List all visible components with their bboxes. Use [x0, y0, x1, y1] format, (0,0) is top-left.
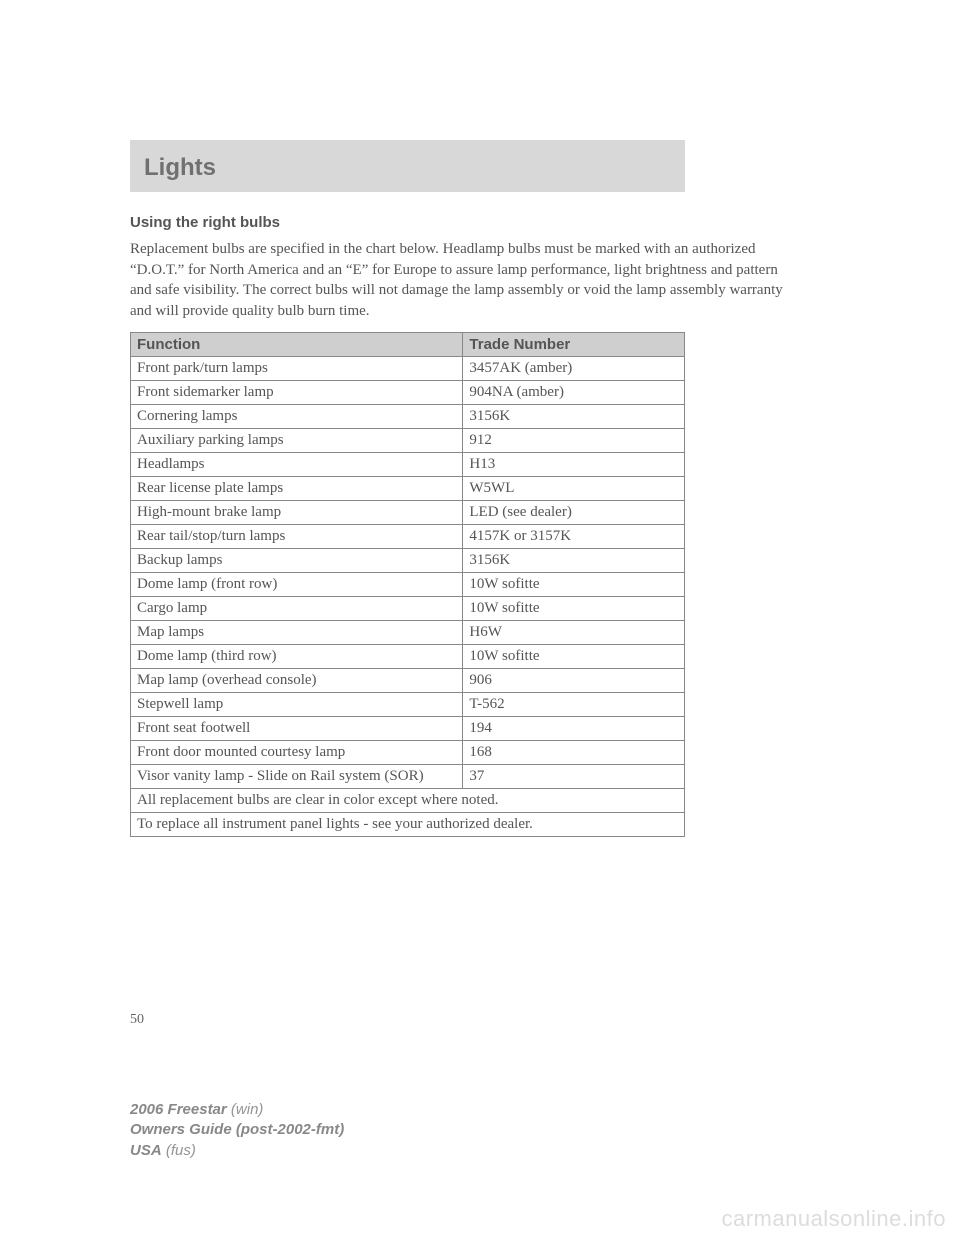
table-header-trade-number: Trade Number — [463, 332, 685, 356]
footer-region: USA — [130, 1142, 162, 1159]
table-row: Cargo lamp10W sofitte — [131, 596, 685, 620]
table-row: Front seat footwell194 — [131, 716, 685, 740]
table-row: Front sidemarker lamp904NA (amber) — [131, 380, 685, 404]
table-row: HeadlampsH13 — [131, 452, 685, 476]
table-header-function: Function — [131, 332, 463, 356]
table-cell-function: Headlamps — [131, 452, 463, 476]
table-row: Front park/turn lamps3457AK (amber) — [131, 356, 685, 380]
table-cell-function: High-mount brake lamp — [131, 500, 463, 524]
document-footer: 2006 Freestar (win) Owners Guide (post-2… — [130, 1100, 344, 1161]
footer-line-3: USA (fus) — [130, 1141, 344, 1161]
table-cell-function: Auxiliary parking lamps — [131, 428, 463, 452]
table-cell-trade-number: LED (see dealer) — [463, 500, 685, 524]
section-title: Lights — [144, 154, 216, 181]
table-row: High-mount brake lampLED (see dealer) — [131, 500, 685, 524]
table-row: Map lampsH6W — [131, 620, 685, 644]
page-content: Lights Using the right bulbs Replacement… — [0, 0, 960, 837]
table-row: Rear tail/stop/turn lamps4157K or 3157K — [131, 524, 685, 548]
table-cell-function: Cornering lamps — [131, 404, 463, 428]
table-cell-trade-number: 10W sofitte — [463, 572, 685, 596]
page-number: 50 — [130, 1012, 144, 1028]
table-cell-function: Rear license plate lamps — [131, 476, 463, 500]
table-cell-trade-number: 906 — [463, 668, 685, 692]
table-cell-function: Map lamp (overhead console) — [131, 668, 463, 692]
table-cell-trade-number: T-562 — [463, 692, 685, 716]
table-row: Dome lamp (third row)10W sofitte — [131, 644, 685, 668]
table-cell-trade-number: H6W — [463, 620, 685, 644]
footer-model-suffix: (win) — [231, 1101, 264, 1118]
table-cell-trade-number: 904NA (amber) — [463, 380, 685, 404]
subsection-heading: Using the right bulbs — [130, 214, 800, 231]
table-cell-trade-number: 3156K — [463, 404, 685, 428]
table-cell-function: Dome lamp (front row) — [131, 572, 463, 596]
table-cell-function: Stepwell lamp — [131, 692, 463, 716]
table-cell-trade-number: 194 — [463, 716, 685, 740]
table-footer-cell: All replacement bulbs are clear in color… — [131, 788, 685, 812]
table-cell-trade-number: 3457AK (amber) — [463, 356, 685, 380]
section-header-tab: Lights — [130, 140, 685, 192]
table-cell-trade-number: 37 — [463, 764, 685, 788]
table-cell-function: Front park/turn lamps — [131, 356, 463, 380]
watermark: carmanualsonline.info — [721, 1206, 946, 1232]
table-cell-function: Rear tail/stop/turn lamps — [131, 524, 463, 548]
table-cell-function: Front door mounted courtesy lamp — [131, 740, 463, 764]
table-cell-trade-number: 10W sofitte — [463, 596, 685, 620]
table-row: Rear license plate lampsW5WL — [131, 476, 685, 500]
intro-paragraph: Replacement bulbs are specified in the c… — [130, 239, 800, 322]
table-header-row: Function Trade Number — [131, 332, 685, 356]
table-cell-trade-number: W5WL — [463, 476, 685, 500]
table-footer-row: All replacement bulbs are clear in color… — [131, 788, 685, 812]
table-row: Backup lamps3156K — [131, 548, 685, 572]
table-row: Auxiliary parking lamps912 — [131, 428, 685, 452]
table-footer-cell: To replace all instrument panel lights -… — [131, 812, 685, 836]
table-row: Front door mounted courtesy lamp168 — [131, 740, 685, 764]
table-row: Dome lamp (front row)10W sofitte — [131, 572, 685, 596]
table-cell-trade-number: 10W sofitte — [463, 644, 685, 668]
footer-line-2: Owners Guide (post-2002-fmt) — [130, 1120, 344, 1140]
table-cell-trade-number: 168 — [463, 740, 685, 764]
table-cell-function: Front sidemarker lamp — [131, 380, 463, 404]
table-cell-trade-number: 912 — [463, 428, 685, 452]
bulb-table: Function Trade Number Front park/turn la… — [130, 332, 685, 837]
footer-line-1: 2006 Freestar (win) — [130, 1100, 344, 1120]
table-cell-function: Front seat footwell — [131, 716, 463, 740]
table-cell-function: Dome lamp (third row) — [131, 644, 463, 668]
table-row: Map lamp (overhead console)906 — [131, 668, 685, 692]
table-row: Cornering lamps3156K — [131, 404, 685, 428]
table-cell-function: Map lamps — [131, 620, 463, 644]
table-cell-function: Cargo lamp — [131, 596, 463, 620]
footer-model: 2006 Freestar — [130, 1101, 227, 1118]
table-cell-trade-number: 3156K — [463, 548, 685, 572]
footer-region-suffix: (fus) — [166, 1142, 196, 1159]
table-row: Stepwell lampT-562 — [131, 692, 685, 716]
table-cell-function: Backup lamps — [131, 548, 463, 572]
table-cell-function: Visor vanity lamp - Slide on Rail system… — [131, 764, 463, 788]
table-footer-row: To replace all instrument panel lights -… — [131, 812, 685, 836]
table-row: Visor vanity lamp - Slide on Rail system… — [131, 764, 685, 788]
table-cell-trade-number: 4157K or 3157K — [463, 524, 685, 548]
table-cell-trade-number: H13 — [463, 452, 685, 476]
